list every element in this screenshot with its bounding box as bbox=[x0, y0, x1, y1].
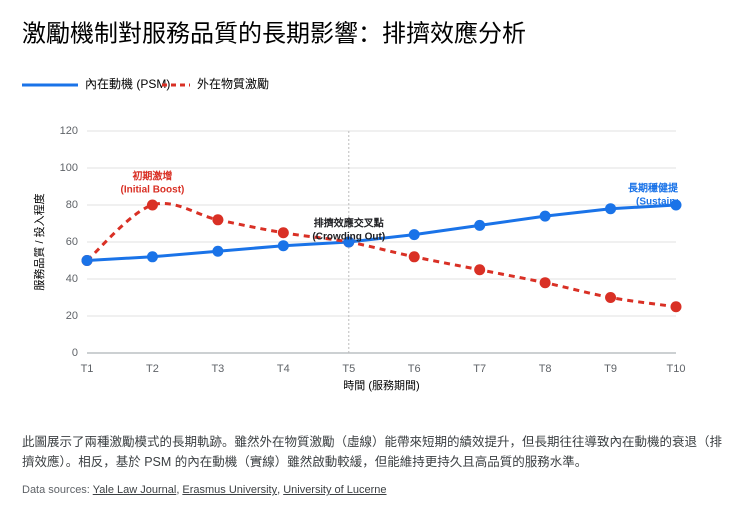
x-tick-label: T1 bbox=[81, 363, 94, 375]
data-point bbox=[146, 251, 158, 263]
x-tick-label: T10 bbox=[667, 363, 686, 375]
data-point bbox=[474, 264, 486, 276]
annotation-text: 長期穩健提升 bbox=[628, 182, 688, 195]
chart: 激勵機制對服務品質的長期影響：排擠效應分析 內在動機 (PSM) 外在物質激勵 0 2… bbox=[22, 20, 690, 392]
annotation-text: (Sustained) bbox=[636, 197, 690, 208]
legend-label: 外在物質激勵 bbox=[197, 76, 269, 91]
x-tick-label: T6 bbox=[408, 363, 421, 375]
data-point bbox=[212, 214, 224, 226]
data-point bbox=[81, 255, 93, 266]
annotation-text: 排擠效應交叉點 bbox=[314, 217, 384, 230]
data-point bbox=[474, 219, 486, 231]
annotation-text: (Crowding Out) bbox=[312, 232, 385, 243]
y-axis-label: 服務品質 / 投入程度 bbox=[32, 193, 46, 290]
annotation-text: 初期激增 bbox=[132, 170, 172, 183]
description: 此圖展示了兩種激勵模式的長期軌跡。雖然外在物質激勵（虛線）能帶來短期的績效提升，… bbox=[22, 435, 723, 469]
x-tick-label: T8 bbox=[539, 363, 552, 375]
x-tick-label: T9 bbox=[604, 363, 617, 375]
source-link[interactable]: Yale Law Journal bbox=[93, 484, 183, 496]
data-point bbox=[539, 210, 551, 222]
annotation-text: (Initial Boost) bbox=[120, 185, 184, 196]
x-tick-label: T7 bbox=[473, 363, 486, 375]
y-tick-label: 0 bbox=[72, 347, 78, 359]
data-point bbox=[277, 227, 289, 239]
x-tick-label: T2 bbox=[146, 363, 159, 375]
data-point bbox=[277, 240, 289, 252]
chart-title: 激勵機制對服務品質的長期影響：排擠效應分析 bbox=[22, 20, 526, 47]
data-point bbox=[539, 277, 551, 289]
data-point bbox=[343, 236, 355, 248]
data-point bbox=[408, 229, 420, 241]
x-axis-label: 時間 (服務期間) bbox=[343, 378, 419, 392]
data-point bbox=[605, 292, 617, 303]
y-tick-label: 40 bbox=[66, 273, 78, 285]
data-point bbox=[670, 199, 682, 211]
source-link[interactable]: Erasmus University bbox=[182, 484, 283, 496]
source-link[interactable]: University of Lucerne bbox=[283, 484, 387, 496]
y-tick-label: 100 bbox=[60, 162, 78, 174]
data-point bbox=[408, 251, 420, 263]
y-tick-label: 60 bbox=[66, 236, 78, 248]
data-point bbox=[212, 245, 224, 257]
series-line bbox=[86, 202, 677, 309]
x-tick-label: T4 bbox=[277, 363, 290, 375]
y-tick-label: 120 bbox=[60, 125, 78, 137]
annotation: 初期激增 (Initial Boost) bbox=[120, 170, 184, 196]
data-point bbox=[670, 301, 682, 313]
sources-label: Data sources: bbox=[22, 484, 90, 496]
annotation: 排擠效應交叉點 (Crowding Out) bbox=[312, 217, 385, 243]
y-tick-label: 80 bbox=[66, 199, 78, 211]
data-point bbox=[146, 199, 158, 211]
legend-label: 內在動機 (PSM) bbox=[85, 76, 170, 91]
x-tick-label: T5 bbox=[342, 363, 355, 375]
series-line bbox=[86, 203, 677, 262]
sources: Data sources: Yale Law JournalErasmus Un… bbox=[22, 484, 387, 496]
x-tick-label: T3 bbox=[211, 363, 224, 375]
data-point bbox=[605, 203, 617, 215]
annotation: 長期穩健提升 (Sustained) bbox=[628, 182, 690, 208]
y-tick-label: 20 bbox=[66, 310, 78, 322]
